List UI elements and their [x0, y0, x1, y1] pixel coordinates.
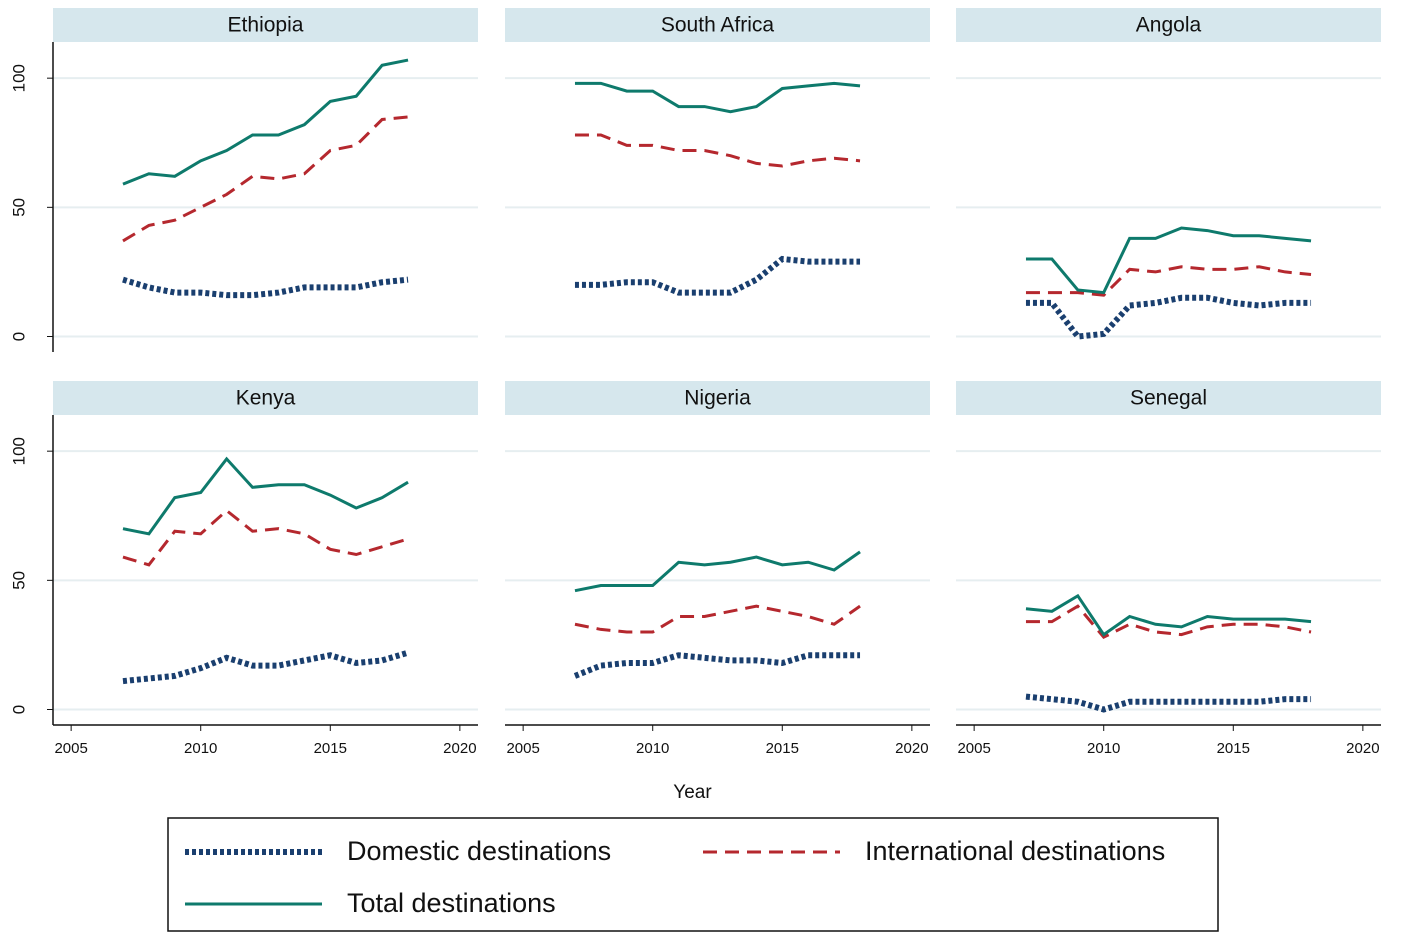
panel-strip — [956, 381, 1381, 415]
series-line: Total destinations — [1025, 226, 1312, 295]
panel-strip — [53, 381, 478, 415]
series-line: Total destinations — [574, 81, 861, 114]
series-line: Domestic destinations — [573, 652, 861, 679]
panel-title: Ethiopia — [228, 14, 304, 37]
x-tick-label: 2005 — [54, 740, 87, 757]
legend-label: International destinations — [865, 836, 1165, 866]
panel-title: Kenya — [236, 387, 296, 410]
y-tick-label: 100 — [9, 437, 28, 465]
legend-box — [167, 817, 1219, 932]
x-tick-label: 2010 — [184, 740, 217, 757]
series-line: Domestic destinations — [1025, 693, 1312, 713]
x-tick-label: 2020 — [443, 740, 476, 757]
y-tick-label: 0 — [9, 705, 28, 714]
legend-label: Domestic destinations — [347, 836, 611, 866]
panel-title: South Africa — [661, 14, 775, 37]
x-tick-label: 2020 — [895, 740, 928, 757]
series-line: International destinations — [1025, 604, 1312, 640]
x-tick-label: 2010 — [636, 740, 669, 757]
y-tick-label: 100 — [9, 64, 28, 92]
x-tick-label: 2015 — [766, 740, 799, 757]
legend-label: Total destinations — [347, 888, 556, 918]
series-line: International destinations — [122, 508, 409, 567]
x-tick-label: 2015 — [314, 740, 347, 757]
x-tick-label: 2005 — [957, 740, 990, 757]
series-line: International destinations — [1025, 265, 1312, 297]
series-line: Domestic destinations — [122, 649, 409, 685]
series-line: Total destinations — [574, 550, 861, 593]
x-tick-label: 2005 — [506, 740, 539, 757]
panel-strip — [505, 8, 930, 42]
y-tick-label: 0 — [9, 332, 28, 341]
panel-strip — [956, 8, 1381, 42]
series-line: Domestic destinations — [1025, 294, 1312, 340]
x-axis-label: Year — [673, 782, 712, 803]
panel-title: Nigeria — [684, 387, 751, 410]
series-line: Domestic destinations — [122, 276, 409, 299]
series-line: International destinations — [574, 133, 861, 168]
x-tick-label: 2010 — [1087, 740, 1120, 757]
panel-title: Angola — [1136, 14, 1202, 37]
panel-title: Senegal — [1130, 387, 1207, 410]
panel-strip — [53, 8, 478, 42]
x-tick-label: 2015 — [1217, 740, 1250, 757]
y-tick-label: 50 — [9, 571, 28, 590]
series-line: Total destinations — [1025, 593, 1312, 637]
series-line: International destinations — [574, 604, 861, 634]
series-line: Total destinations — [122, 58, 409, 186]
series-line: Domestic destinations — [574, 255, 861, 296]
series-line: Total destinations — [122, 456, 409, 536]
series-line: International destinations — [122, 115, 409, 243]
y-tick-label: 50 — [9, 198, 28, 217]
panel-strip — [505, 381, 930, 415]
x-tick-label: 2020 — [1346, 740, 1379, 757]
